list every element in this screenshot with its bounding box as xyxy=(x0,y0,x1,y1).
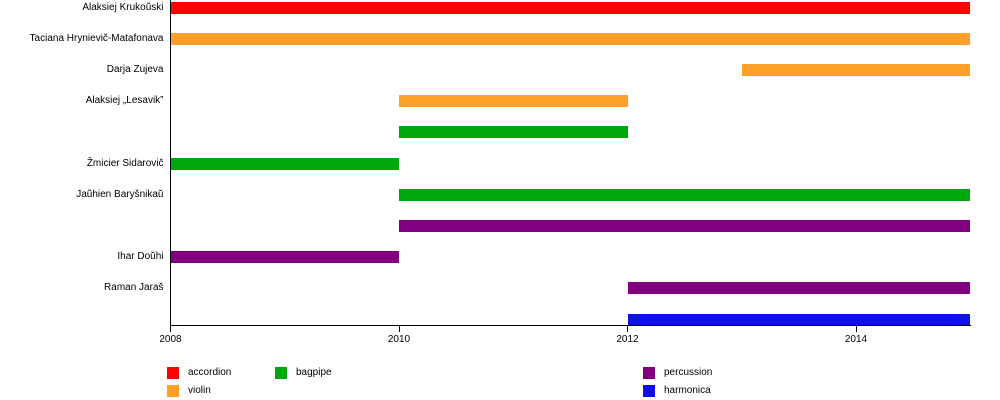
row-label: Žmicier Sidarovič xyxy=(86,157,164,169)
bagpipe-legend-swatch xyxy=(275,367,287,379)
violin-legend-swatch xyxy=(167,385,179,397)
timeline-bar xyxy=(399,188,971,201)
timeline-bar xyxy=(170,32,971,45)
row-label: Alaksiej „Lesavik” xyxy=(85,95,164,107)
legend-label: percussion xyxy=(664,367,713,378)
x-tick xyxy=(627,326,628,332)
percussion-legend-swatch xyxy=(643,367,655,379)
x-tick-label: 2014 xyxy=(844,334,868,345)
timeline-bar xyxy=(170,157,399,170)
legend-label: bagpipe xyxy=(296,367,332,378)
harmonica-legend-swatch xyxy=(643,385,655,397)
legend-label: accordion xyxy=(188,367,232,378)
legend-label: harmonica xyxy=(664,385,711,396)
timeline-bar xyxy=(399,219,971,232)
timeline-bar xyxy=(399,126,628,139)
x-tick-label: 2012 xyxy=(616,334,639,345)
timeline-bar xyxy=(627,282,971,295)
timeline-bar xyxy=(627,313,971,326)
x-axis-spine xyxy=(170,325,971,326)
row-label: Raman Jaraš xyxy=(104,282,164,294)
x-tick xyxy=(170,326,171,332)
timeline-bar xyxy=(170,251,399,264)
row-label: Darja Zujeva xyxy=(106,63,164,75)
row-label: Alaksiej Krukoŭski xyxy=(82,1,164,13)
x-tick xyxy=(855,326,857,332)
timeline-bar xyxy=(170,1,971,14)
row-label: Jaŭhien Baryšnikaŭ xyxy=(76,188,164,200)
legend-label: violin xyxy=(188,385,211,396)
x-tick-label: 2008 xyxy=(159,334,182,345)
x-tick xyxy=(398,326,400,332)
x-tick-label: 2010 xyxy=(387,334,411,345)
y-axis-spine xyxy=(170,0,171,332)
accordion-legend-swatch xyxy=(167,367,179,379)
row-label: Ihar Doŭhi xyxy=(117,251,164,263)
timeline-bar xyxy=(741,63,971,76)
timeline-bar xyxy=(399,95,628,108)
row-label: Taciana Hrynievič-Matafonava xyxy=(29,32,164,44)
